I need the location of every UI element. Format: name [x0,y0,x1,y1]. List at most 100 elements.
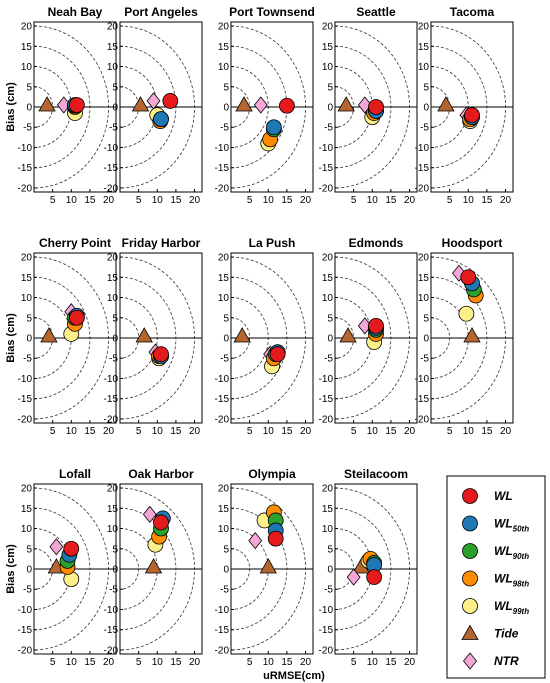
y-tick-label: -15 [18,394,33,405]
marker-wl [269,346,286,363]
y-tick-label: -20 [18,183,33,194]
y-tick-label: 10 [418,293,430,304]
y-tick-label: 10 [107,293,119,304]
marker-wl [68,309,85,326]
y-tick-label: -5 [109,354,118,365]
y-tick-label: 15 [418,273,430,284]
panel-title: Port Townsend [229,5,315,19]
y-tick-label: -15 [18,163,33,174]
y-tick-label: -15 [319,625,334,636]
marker-wl [368,317,384,334]
marker-ntr [248,532,263,550]
marker-wl50th [153,111,169,128]
x-tick-label: 10 [463,195,475,206]
legend-label-wl: WL [494,489,513,503]
x-tick-label: 10 [263,426,275,437]
marker-wl50th [265,119,282,136]
y-tick-label: -10 [215,605,230,616]
panel-title: Edmonds [349,236,404,250]
y-tick-label: 10 [21,524,33,535]
x-tick-label: 5 [136,195,142,206]
x-tick-label: 10 [367,657,379,668]
x-tick-label: 10 [367,195,379,206]
y-tick-label: -5 [420,123,429,134]
y-tick-label: 10 [21,293,33,304]
marker-ntr [142,505,157,523]
y-tick-label: -20 [415,414,430,425]
y-tick-label: -20 [319,183,334,194]
y-tick-label: 20 [418,22,430,33]
panel-title: La Push [249,236,296,250]
y-tick-label: 10 [21,62,33,73]
marker-tide [337,96,355,112]
x-tick-label: 20 [404,195,416,206]
y-tick-label: 5 [223,313,229,324]
y-tick-label: -10 [104,374,119,385]
panel-port-angeles: 20 15 10 5 0 -5 -10 -15 -20 5 10 15 20 Port Angeles [104,5,203,206]
y-tick-label: 0 [112,334,118,345]
y-tick-label: -20 [319,414,334,425]
marker-tide [144,558,163,574]
y-tick-label: 0 [327,334,333,345]
y-tick-label: 5 [112,544,118,555]
y-tick-label: 5 [112,313,118,324]
y-tick-label: -15 [18,625,33,636]
x-tick-label: 15 [385,195,397,206]
legend-marker-tide [461,624,479,640]
y-tick-label: -5 [220,354,229,365]
x-tick-label: 15 [170,426,182,437]
x-tick-label: 10 [463,426,475,437]
y-tick-label: 15 [21,504,33,515]
y-tick-label: 0 [327,565,333,576]
x-tick-label: 15 [281,426,293,437]
y-tick-label: 20 [107,484,119,495]
y-tick-label: 20 [218,22,230,33]
x-tick-label: 10 [263,657,275,668]
y-tick-label: -5 [324,123,333,134]
y-tick-label: -15 [104,163,119,174]
y-tick-label: 5 [327,313,333,324]
y-tick-label: 20 [218,484,230,495]
y-tick-label: 20 [322,484,334,495]
panel-hoodsport: 20 15 10 5 0 -5 -10 -15 -20 5 10 15 20 Hoodsport [415,236,514,437]
x-tick-label: 5 [447,195,453,206]
y-tick-label: -5 [420,354,429,365]
y-tick-label: 0 [423,103,429,114]
y-tick-label: 15 [218,273,230,284]
y-tick-label: -5 [324,354,333,365]
y-tick-label: 5 [327,544,333,555]
y-tick-label: -15 [215,163,230,174]
y-tick-label: -5 [220,585,229,596]
x-tick-label: 15 [385,426,397,437]
y-tick-label: -20 [215,414,230,425]
x-tick-label: 5 [136,657,142,668]
x-tick-label: 20 [300,426,312,437]
marker-ntr [49,538,64,556]
marker-tide [40,327,58,343]
x-tick-label: 20 [189,657,201,668]
y-tick-label: -20 [104,183,119,194]
y-tick-label: 10 [218,293,230,304]
y-axis-label: Bias (cm) [5,82,17,132]
marker-ntr [346,568,361,586]
marker-ntr [253,96,268,114]
y-tick-label: -20 [215,645,230,656]
y-tick-label: 0 [112,565,118,576]
y-tick-label: 10 [322,524,334,535]
y-tick-label: -10 [215,374,230,385]
x-tick-label: 5 [351,426,357,437]
marker-tide [131,96,150,112]
x-tick-label: 10 [367,426,379,437]
y-tick-label: -10 [319,374,334,385]
panel-title: Seattle [356,5,396,19]
x-tick-label: 5 [247,426,253,437]
legend-marker-wl90th [462,543,478,559]
y-tick-label: 0 [223,103,229,114]
y-tick-label: 5 [223,544,229,555]
y-tick-label: 0 [223,565,229,576]
y-tick-label: 15 [322,504,334,515]
y-tick-label: -20 [319,645,334,656]
y-tick-label: -20 [415,183,430,194]
